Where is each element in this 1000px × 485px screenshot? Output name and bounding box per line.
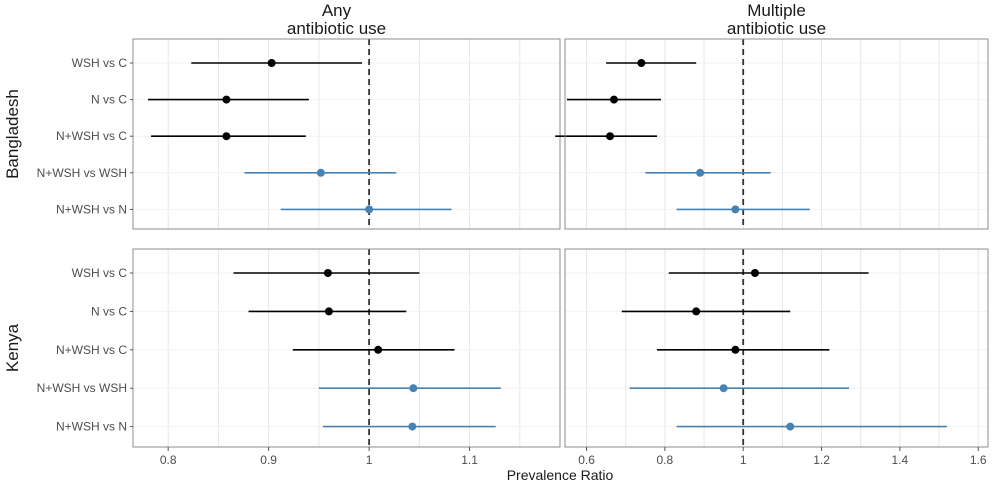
facet-panel: WSH vs C N vs C N+WSH vs C N+WSH vs WSH N+WS… bbox=[37, 248, 561, 448]
column-title-line: Any bbox=[322, 1, 352, 20]
panel-border bbox=[564, 38, 989, 230]
point-estimate bbox=[637, 59, 646, 67]
point-estimate bbox=[731, 205, 740, 214]
point-estimate bbox=[324, 307, 333, 316]
panel-border bbox=[132, 248, 561, 448]
point-estimate bbox=[692, 307, 701, 316]
point-estimate bbox=[222, 95, 231, 104]
x-tick-label: 0.6 bbox=[578, 453, 595, 467]
point-estimate bbox=[267, 59, 276, 67]
panel-background bbox=[565, 39, 988, 229]
x-tick-label: 0.8 bbox=[657, 453, 674, 467]
point-estimate bbox=[696, 168, 705, 177]
y-tick-label: N+WSH vs WSH bbox=[37, 381, 127, 395]
column-title-line: Multiple bbox=[747, 1, 806, 20]
panel-background bbox=[133, 39, 560, 229]
point-estimate bbox=[750, 269, 759, 277]
panel-border bbox=[564, 248, 989, 448]
point-estimate bbox=[408, 422, 417, 431]
point-estimate bbox=[786, 422, 795, 431]
y-tick-label: N vs C bbox=[91, 93, 127, 107]
y-tick-label: N+WSH vs N bbox=[56, 420, 127, 434]
x-tick-label: 1.1 bbox=[461, 453, 478, 467]
column-title-line: antibiotic use bbox=[727, 19, 826, 38]
x-tick-label: 0.8 bbox=[160, 453, 177, 467]
row-strip-label: Kenya bbox=[3, 323, 22, 372]
panel-background bbox=[133, 249, 560, 447]
point-estimate bbox=[374, 345, 383, 354]
x-tick-label: 0.9 bbox=[260, 453, 277, 467]
x-tick-label: 1 bbox=[366, 453, 373, 467]
point-estimate bbox=[609, 95, 618, 104]
facet-panel bbox=[564, 248, 989, 448]
x-tick-label: 1.2 bbox=[813, 453, 830, 467]
column-title-line: antibiotic use bbox=[287, 19, 386, 38]
y-tick-label: N+WSH vs C bbox=[56, 129, 127, 143]
y-tick-label: WSH vs C bbox=[72, 56, 128, 70]
point-estimate bbox=[222, 132, 231, 141]
x-tick-label: 1 bbox=[740, 453, 747, 467]
point-estimate bbox=[731, 345, 740, 354]
y-tick-label: N+WSH vs C bbox=[56, 343, 127, 357]
facet-panel bbox=[555, 38, 989, 230]
point-estimate bbox=[719, 384, 728, 393]
point-estimate bbox=[606, 132, 615, 141]
x-tick-label: 1.4 bbox=[892, 453, 909, 467]
y-tick-label: WSH vs C bbox=[72, 266, 128, 280]
y-tick-label: N+WSH vs WSH bbox=[37, 166, 127, 180]
x-tick-label: 1.6 bbox=[970, 453, 987, 467]
row-strip-label: Bangladesh bbox=[3, 89, 22, 179]
point-estimate bbox=[409, 384, 418, 393]
point-estimate bbox=[365, 205, 374, 214]
x-axes: 0.8 0.9 1 1.1 0.6 0.8 1 1.2 1.4 1.6 bbox=[160, 447, 987, 467]
point-estimate bbox=[316, 168, 325, 177]
facet-panel: WSH vs C N vs C N+WSH vs C N+WSH vs WSH N+WS… bbox=[37, 38, 561, 230]
panel-background bbox=[565, 249, 988, 447]
facet-panels: WSH vs C N vs C N+WSH vs C N+WSH vs WSH N+WS… bbox=[37, 38, 989, 448]
y-tick-label: N vs C bbox=[91, 304, 127, 318]
row-strip-labels: Bangladesh Kenya bbox=[3, 89, 22, 372]
panel-border bbox=[132, 38, 561, 230]
x-axis-title: Prevalence Ratio bbox=[507, 467, 614, 483]
y-tick-label: N+WSH vs N bbox=[56, 202, 127, 216]
point-estimate bbox=[323, 269, 332, 277]
